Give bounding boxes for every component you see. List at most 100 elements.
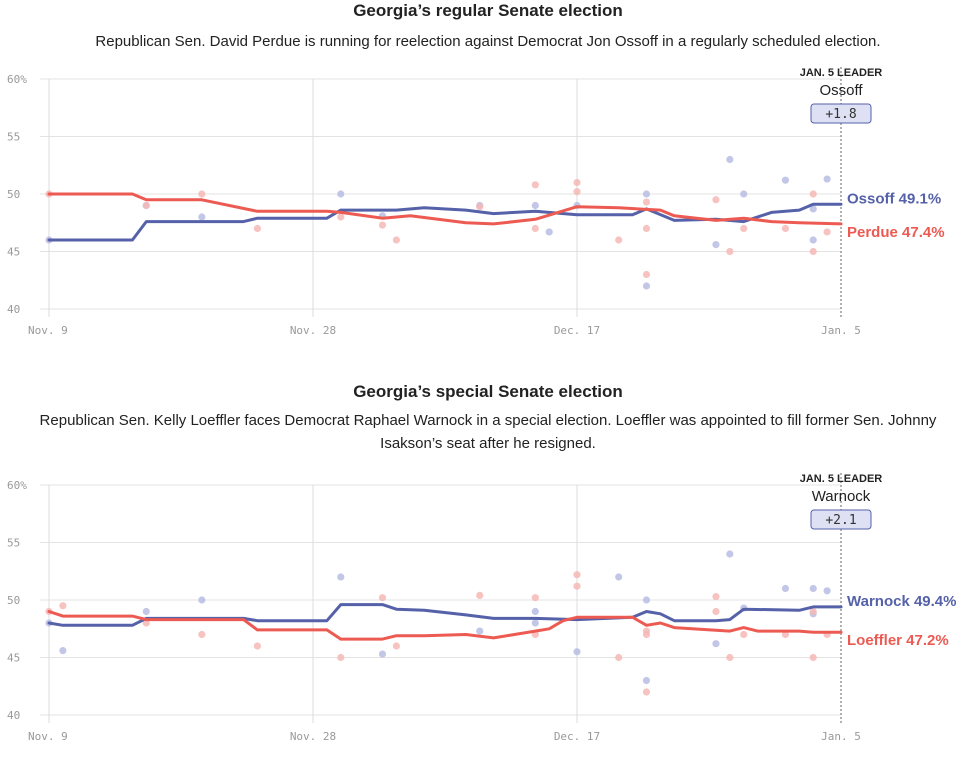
poll-dot (615, 236, 623, 244)
series-end-label: Loeffler 47.2% (847, 632, 949, 649)
poll-dot (59, 602, 67, 610)
poll-dot (726, 247, 734, 256)
series-line (47, 202, 843, 242)
poll-dot (476, 591, 484, 599)
poll-dot (781, 630, 790, 639)
poll-dot (573, 178, 581, 187)
x-tick-label: Dec. 17 (554, 324, 600, 337)
poll-dot (573, 582, 581, 590)
special-election-plot: 40 45 50 55 60% Nov. 9 Nov. 28 Dec. 17 Jan. 5 JAN… (7, 473, 957, 743)
poll-dot (823, 175, 831, 183)
poll-dot (740, 190, 748, 198)
poll-dot (809, 247, 817, 256)
poll-dot (642, 596, 651, 604)
margin-box (810, 103, 872, 124)
poll-dot (726, 155, 734, 164)
poll-dot (823, 228, 831, 236)
poll-dot (531, 594, 539, 602)
poll-dot (781, 224, 790, 233)
poll-dot (823, 587, 831, 595)
poll-dot (531, 181, 539, 189)
poll-dot (59, 647, 67, 655)
chart-subtitle: Republican Sen. David Perdue is running … (95, 33, 881, 50)
series-line (47, 603, 843, 627)
poll-dot (476, 627, 484, 635)
series-end-label: Perdue 47.4% (847, 224, 945, 241)
poll-dot (615, 653, 623, 662)
poll-dot (198, 213, 206, 221)
y-tick-label: 55 (7, 537, 20, 550)
poll-dot (809, 236, 817, 244)
poll-dot (642, 224, 651, 233)
poll-dot (809, 653, 817, 662)
y-tick-label: 50 (7, 594, 20, 607)
y-tick-label: 60% (7, 479, 27, 492)
poll-dot (531, 619, 539, 627)
poll-dot (712, 241, 720, 249)
poll-dot (642, 270, 651, 279)
poll-dot (615, 573, 623, 581)
leader-name: Ossoff (819, 82, 863, 99)
series-line (47, 610, 843, 641)
margin-value: +2.1 (825, 513, 856, 528)
y-tick-label: 40 (7, 709, 20, 722)
series-line (47, 192, 843, 226)
poll-dot (809, 607, 817, 616)
regular-election-panel: Georgia’s regular Senate election Republ… (0, 0, 976, 372)
poll-dot (712, 196, 720, 204)
chart-title: Georgia’s special Senate election (353, 382, 623, 401)
poll-dot (253, 224, 262, 233)
poll-dot (781, 176, 790, 184)
poll-dot (531, 224, 539, 233)
x-tick-label: Nov. 28 (290, 324, 336, 337)
chart-title: Georgia’s regular Senate election (353, 1, 623, 20)
poll-dot (726, 653, 734, 662)
poll-dot (337, 573, 345, 581)
poll-dot (142, 607, 150, 616)
leader-name: Warnock (812, 488, 871, 505)
margin-box (810, 509, 872, 530)
poll-dot (378, 650, 387, 658)
poll-dot (253, 642, 262, 650)
x-tick-label: Nov. 28 (290, 730, 336, 743)
poll-dot (573, 571, 581, 579)
poll-dot (712, 592, 720, 601)
poll-dot (337, 213, 345, 221)
poll-dot (642, 627, 651, 635)
poll-dot (476, 203, 484, 211)
x-tick-label: Dec. 17 (554, 730, 600, 743)
poll-dot (642, 190, 651, 198)
leader-caption: JAN. 5 LEADER (800, 473, 883, 485)
chart-subtitle: Republican Sen. Kelly Loeffler faces Dem… (39, 412, 937, 452)
poll-dot (740, 630, 748, 639)
poll-dot (809, 205, 817, 213)
poll-dot (337, 190, 345, 198)
poll-dot (378, 221, 387, 229)
poll-dot (781, 584, 790, 593)
y-tick-label: 40 (7, 303, 20, 316)
series-end-label: Ossoff 49.1% (847, 190, 941, 207)
poll-dot (198, 630, 206, 639)
poll-dot (809, 584, 817, 593)
poll-dot (809, 190, 817, 198)
poll-dot (337, 653, 345, 662)
poll-dot (378, 594, 387, 602)
y-tick-label: 50 (7, 188, 20, 201)
poll-dot (392, 642, 400, 650)
y-tick-label: 55 (7, 131, 20, 144)
special-election-panel: Georgia’s special Senate election Republ… (0, 378, 976, 750)
poll-dot (392, 236, 400, 244)
poll-dot (198, 190, 206, 198)
poll-dot (712, 640, 720, 648)
poll-dot (642, 282, 651, 290)
x-tick-label: Jan. 5 (821, 324, 861, 337)
poll-dot (531, 607, 539, 616)
poll-dot (142, 619, 150, 627)
poll-dot (642, 688, 651, 696)
regular-election-plot: 40 45 50 55 60% Nov. 9 Nov. 28 Dec. 17 Jan. 5 JAN… (7, 67, 945, 337)
poll-dot (573, 648, 581, 656)
poll-dot (198, 596, 206, 604)
leader-caption: JAN. 5 LEADER (800, 67, 883, 79)
x-tick-label: Nov. 9 (28, 324, 68, 337)
x-tick-label: Nov. 9 (28, 730, 68, 743)
